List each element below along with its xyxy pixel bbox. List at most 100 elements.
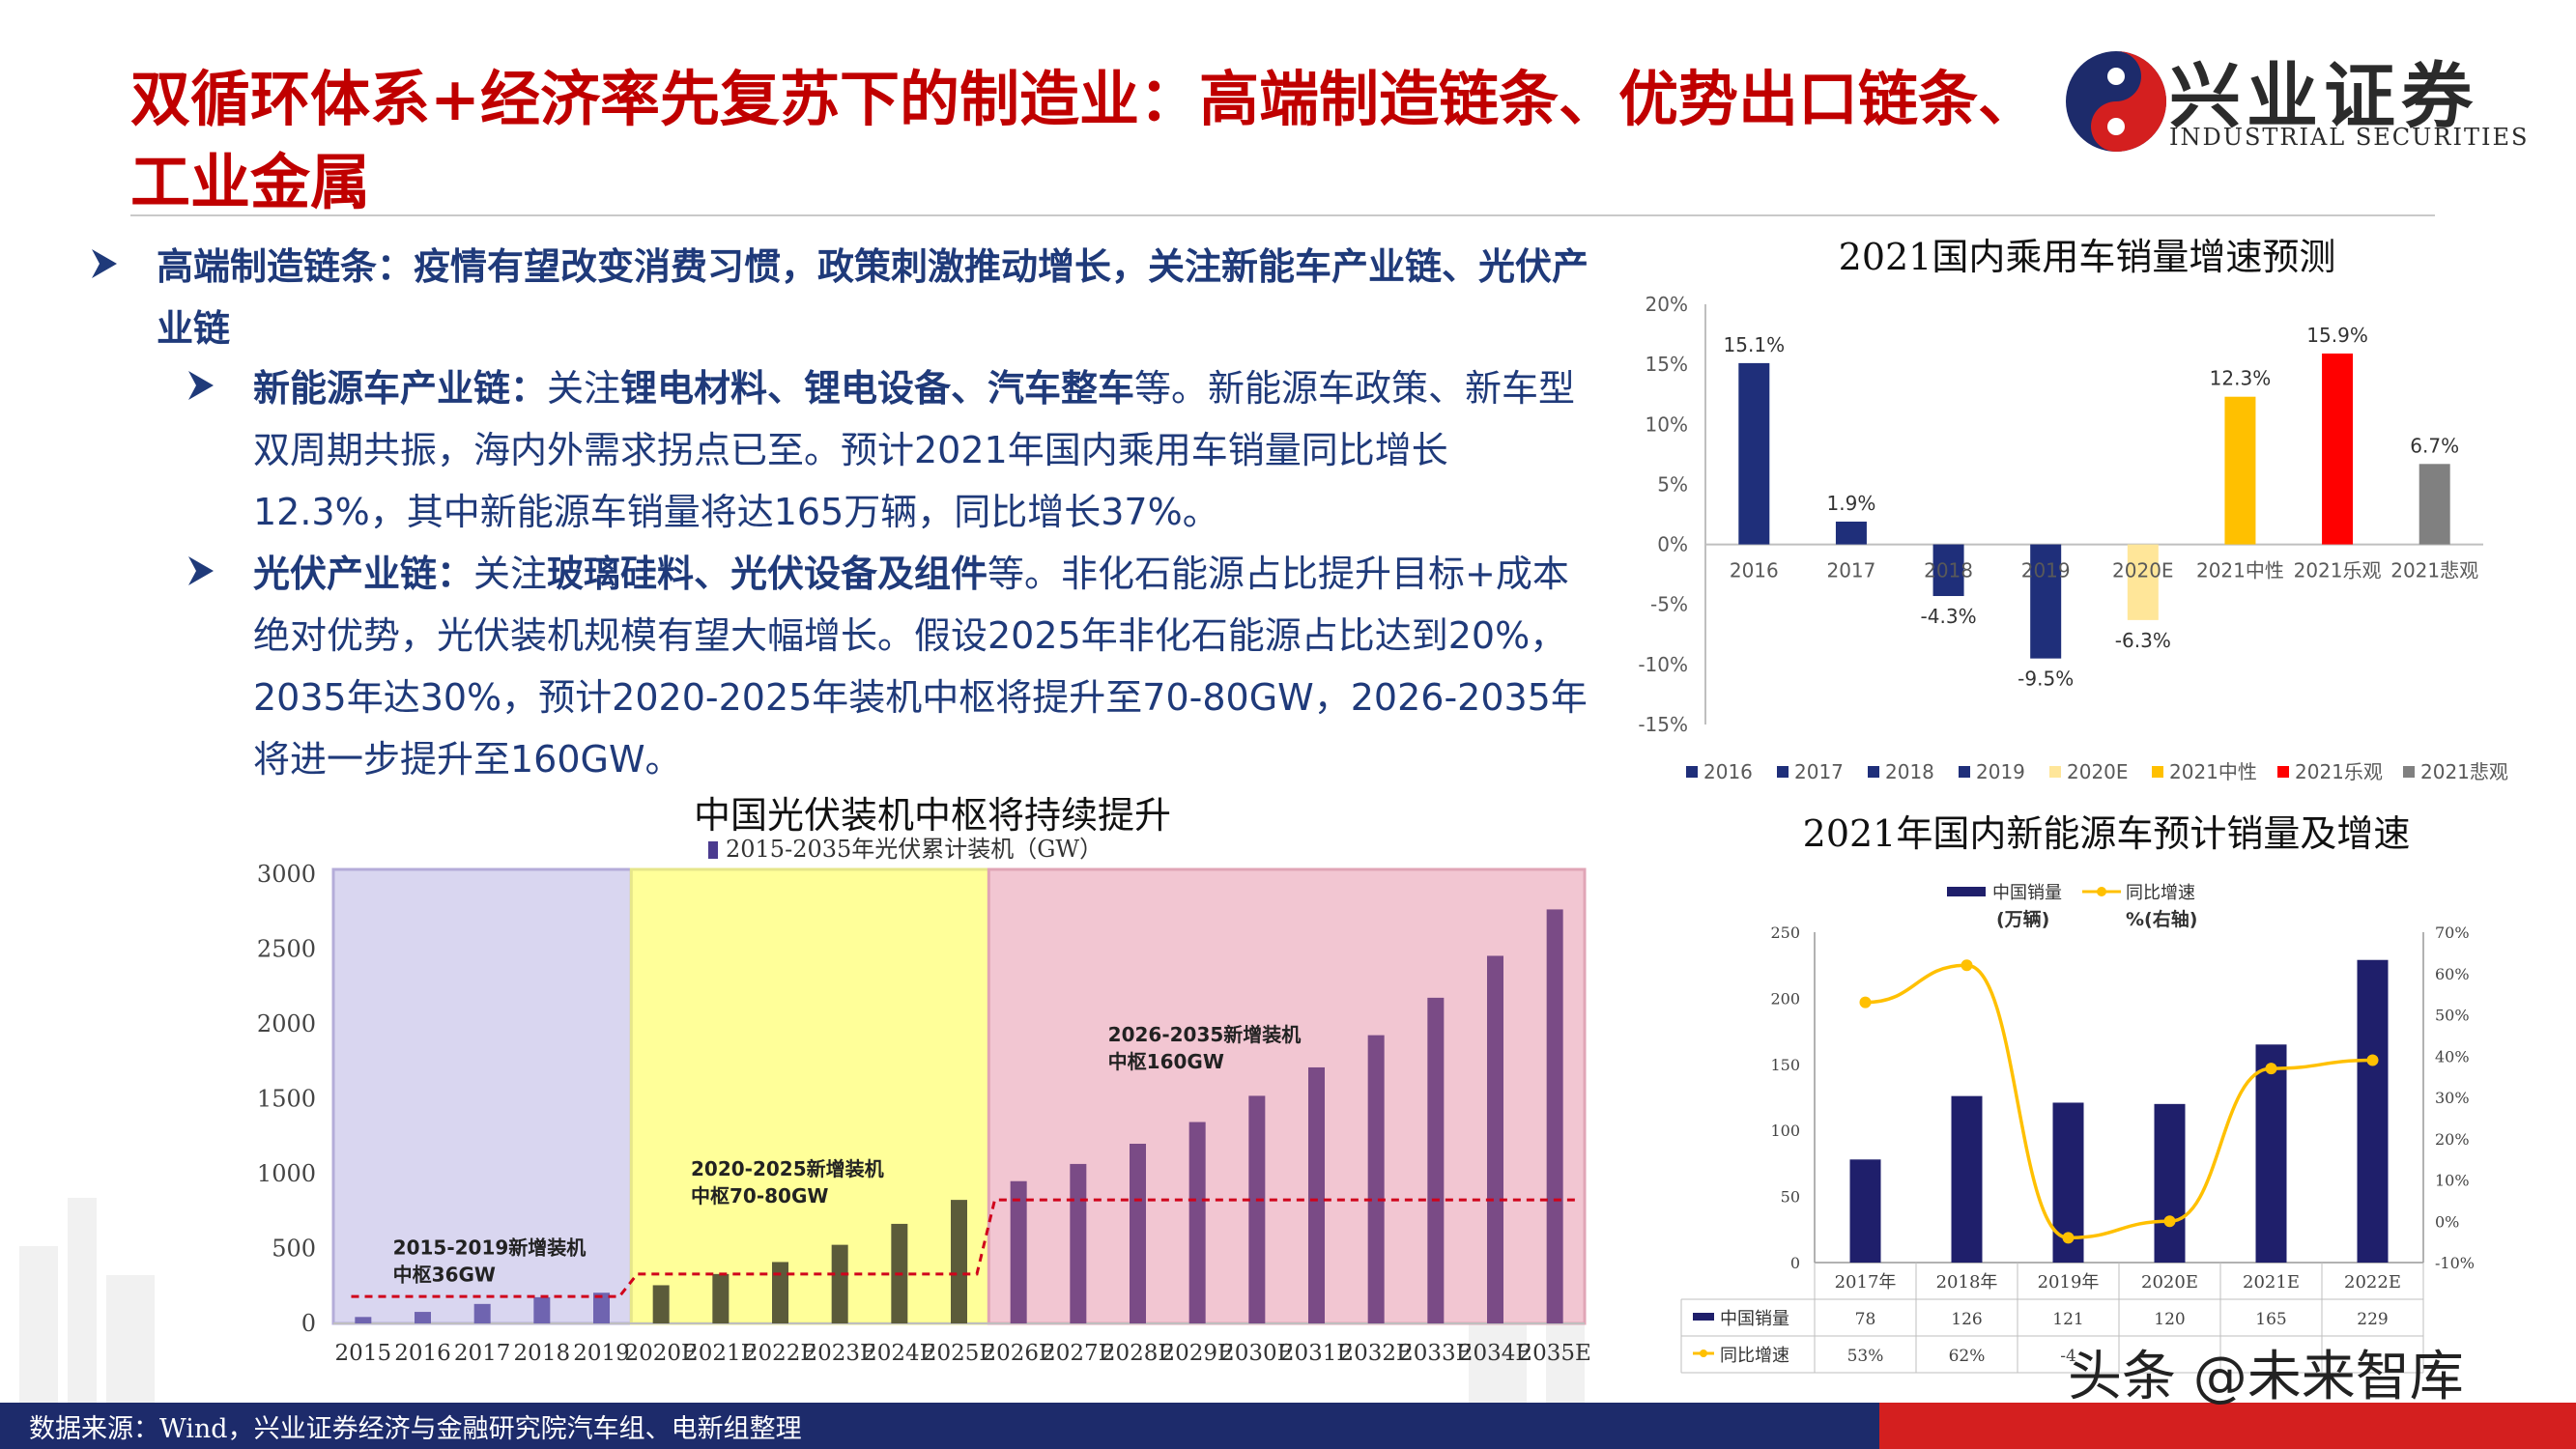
y-tick-label-left: 250	[1770, 923, 1800, 942]
bullet-arrow-icon	[188, 556, 214, 585]
bar	[712, 1273, 730, 1323]
bar	[1487, 955, 1503, 1323]
y-tick-label-right: 30%	[2435, 1089, 2470, 1107]
y-tick-label-left: 0	[1790, 1254, 1800, 1272]
x-tick-label: 2020E	[2141, 1272, 2198, 1293]
legend-swatch	[1686, 766, 1698, 778]
header-divider	[130, 214, 2435, 216]
y-tick-label: -10%	[1638, 653, 1688, 676]
annotation-text: 中枢160GW	[1108, 1050, 1224, 1073]
y-tick-label-left: 150	[1770, 1056, 1800, 1074]
x-tick-label: 2034E	[1459, 1341, 1531, 1366]
legend-swatch	[1868, 766, 1879, 778]
bar	[2030, 544, 2062, 659]
x-tick-label: 2021E	[2243, 1272, 2300, 1293]
x-tick-label: 2028E	[1102, 1341, 1174, 1366]
bar-value-label: 6.7%	[2410, 434, 2459, 457]
x-tick-label: 2020E	[2112, 559, 2174, 582]
legend-swatch	[1959, 766, 1970, 778]
bar	[533, 1296, 551, 1323]
legend-swatch	[1777, 766, 1789, 778]
bullet-heading: 光伏产业链：	[253, 553, 474, 595]
bullet-text: 关注	[473, 553, 548, 595]
y-tick-label: 0%	[1657, 533, 1688, 556]
legend-swatch	[1947, 887, 1986, 896]
x-tick-label: 2021E	[684, 1341, 757, 1366]
x-tick-label: 2021中性	[2196, 559, 2284, 582]
bar-value-label: -6.3%	[2115, 629, 2171, 652]
chart-title: 2021年国内新能源车预计销量及增速	[1803, 812, 2411, 855]
bar	[1738, 362, 1770, 545]
x-tick-label: 2035E	[1519, 1341, 1591, 1366]
x-tick-label: 2025E	[923, 1341, 995, 1366]
y-tick-label-right: 20%	[2435, 1130, 2470, 1149]
growth-point	[1961, 959, 1973, 972]
bar	[1951, 1095, 1983, 1263]
x-tick-label: 2018	[514, 1341, 571, 1366]
table-cell: 62%	[1949, 1347, 1986, 1366]
y-tick-label: 3000	[257, 861, 316, 888]
legend-unit: %(右轴)	[2126, 908, 2197, 930]
x-tick-label: 2030E	[1220, 1341, 1293, 1366]
bar	[415, 1312, 431, 1323]
table-cell: 121	[2052, 1310, 2083, 1329]
growth-line	[1865, 963, 2373, 1240]
bullet-nev-chain: 新能源车产业链：关注锂电材料、锂电设备、汽车整车等。新能源车政策、新车型双周期共…	[253, 357, 1596, 543]
bar	[772, 1262, 788, 1323]
bar-value-label: 1.9%	[1827, 492, 1876, 515]
x-tick-label: 2023E	[804, 1341, 876, 1366]
legend-swatch	[2152, 766, 2163, 778]
x-tick-label: 2021乐观	[2294, 559, 2382, 582]
y-tick-label: 0	[301, 1310, 316, 1337]
legend-swatch	[708, 841, 718, 859]
bar	[1849, 1159, 1881, 1263]
table-cell: 165	[2255, 1310, 2286, 1329]
legend-label: 2019	[1976, 760, 2025, 783]
chart-legend: 2016 2017 2018 2019 2020E 2021中性 2021乐观 2021悲观	[1686, 760, 2508, 783]
legend-marker	[2097, 887, 2106, 896]
y-tick-label: 500	[272, 1236, 316, 1263]
table-cell: 229	[2357, 1310, 2388, 1329]
y-tick-label-right: 40%	[2435, 1047, 2470, 1065]
bar	[2322, 353, 2354, 545]
legend-label: 2021悲观	[2420, 760, 2508, 783]
data-source-note: 数据来源：Wind，兴业证券经济与金融研究院汽车组、电新组整理	[29, 1414, 802, 1444]
bar	[1130, 1144, 1146, 1323]
x-tick-label: 2018年	[1936, 1272, 1998, 1293]
x-tick-label: 2019年	[2038, 1272, 2100, 1293]
bullet-highlight: 玻璃硅料、光伏设备及组件	[547, 553, 988, 595]
y-tick-label: 2500	[257, 936, 316, 963]
x-tick-label: 2019	[573, 1341, 630, 1366]
bar	[1367, 1035, 1385, 1323]
x-tick-label: 2026E	[983, 1341, 1055, 1366]
table-row-swatch	[1693, 1313, 1714, 1321]
bullet-text: 关注	[547, 367, 621, 410]
bar	[1932, 544, 1964, 597]
pv-installation-chart: 中国光伏装机中枢将持续提升 2015-2035年光伏累计装机（GW） 3000 2…	[257, 794, 1591, 1366]
legend-swatch	[2403, 766, 2415, 778]
watermark: 头条 @未来智库	[2068, 1346, 2464, 1408]
legend-label: 2016	[1703, 760, 1753, 783]
annotation-text: 2015-2019新增装机	[393, 1236, 587, 1260]
x-tick-label: 2016	[1730, 559, 1779, 582]
bar	[1010, 1180, 1027, 1323]
table-cell: 53%	[1847, 1347, 1884, 1366]
bar	[1188, 1122, 1206, 1323]
bar-value-label: -9.5%	[2018, 668, 2074, 691]
bar-value-label: 12.3%	[2210, 367, 2272, 390]
x-tick-label: 2033E	[1399, 1341, 1472, 1366]
y-tick-label: 1000	[257, 1160, 316, 1187]
growth-point	[2265, 1063, 2277, 1075]
growth-point	[2163, 1215, 2176, 1228]
annotation-text: 中枢36GW	[393, 1264, 496, 1287]
y-tick-label-left: 100	[1770, 1122, 1800, 1140]
period-background	[987, 867, 1587, 1325]
x-tick-label: 2029E	[1161, 1341, 1234, 1366]
x-tick-label: 2017	[1826, 559, 1875, 582]
y-tick-label-right: 70%	[2435, 923, 2470, 942]
y-tick-label-right: 50%	[2435, 1007, 2470, 1025]
y-tick-label-right: 0%	[2435, 1212, 2459, 1231]
table-row-marker	[1700, 1350, 1707, 1357]
x-tick-label: 2022E	[744, 1341, 816, 1366]
